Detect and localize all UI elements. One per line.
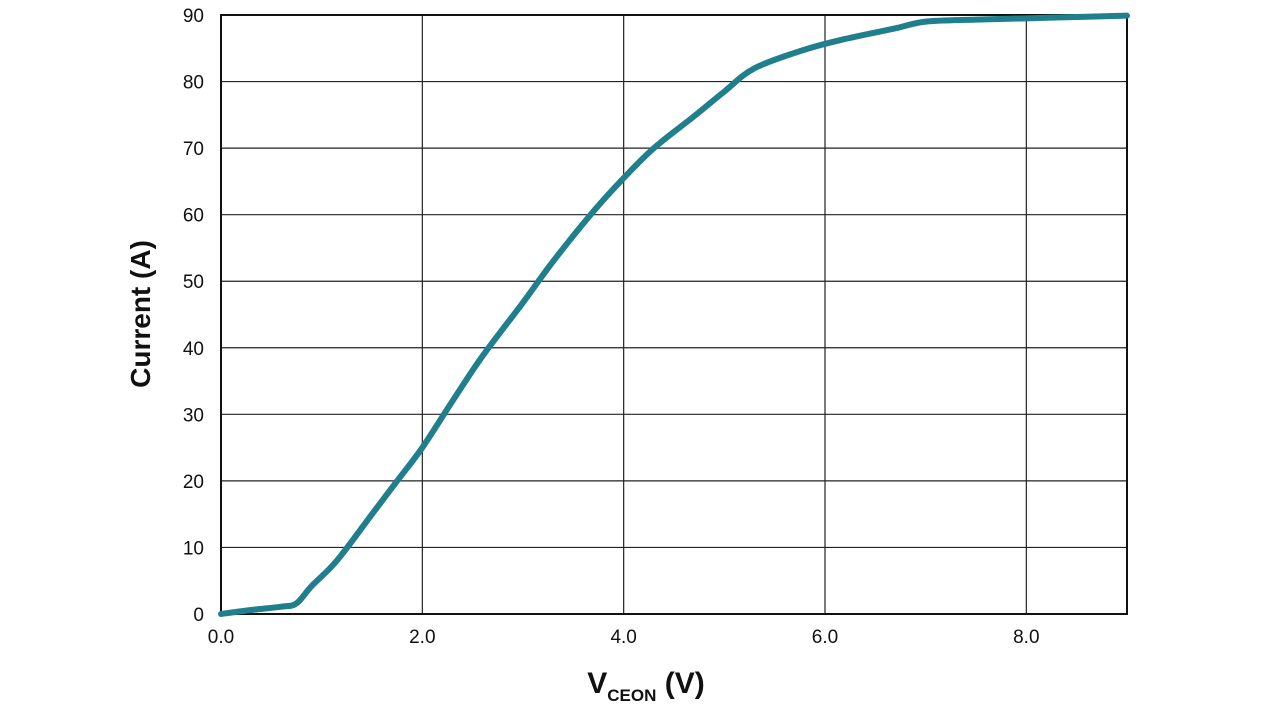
x-tick-label: 6.0 <box>812 627 838 648</box>
x-tick-label: 4.0 <box>610 627 636 648</box>
y-tick-label: 80 <box>183 73 204 94</box>
grid <box>220 14 1128 615</box>
y-tick-label: 90 <box>183 6 204 27</box>
y-tick-label: 10 <box>183 538 204 559</box>
x-tick-label: 8.0 <box>1013 627 1039 648</box>
series-line <box>218 12 1130 617</box>
x-axis-title-subscript: CEON <box>607 686 656 705</box>
y-axis-title: Current (A) <box>125 240 156 388</box>
x-axis-title: VCEON (V) <box>587 667 704 705</box>
y-tick-label: 20 <box>183 472 204 493</box>
plot-frame <box>220 14 1128 615</box>
y-tick-label: 40 <box>183 339 204 360</box>
y-tick-label: 50 <box>183 272 204 293</box>
y-tick-label: 70 <box>183 139 204 160</box>
series-layer <box>218 12 1130 617</box>
y-tick-label: 30 <box>183 405 204 426</box>
x-tick-label: 0.0 <box>208 627 234 648</box>
y-tick-label: 60 <box>183 206 204 227</box>
x-axis-title-suffix: (V) <box>656 667 704 700</box>
x-axis-title-main: V <box>587 667 607 700</box>
y-tick-labels: 0 10 20 30 40 50 60 70 80 90 <box>183 6 204 626</box>
x-tick-label: 2.0 <box>409 627 435 648</box>
y-tick-label: 0 <box>193 605 204 626</box>
x-tick-labels: 0.0 2.0 4.0 6.0 8.0 <box>208 627 1040 648</box>
